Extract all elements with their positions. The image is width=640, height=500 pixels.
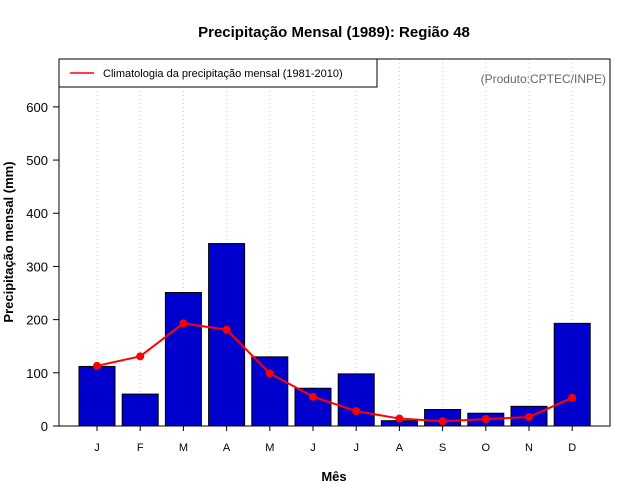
- x-tick-label: O: [482, 442, 491, 454]
- plot-frame: [58, 58, 611, 427]
- x-tick-label: M: [265, 442, 274, 454]
- climatology-point-5: [265, 369, 274, 378]
- y-tick-label: 300: [26, 259, 48, 274]
- y-axis: 0 100 200 300 400 500 600: [26, 100, 59, 434]
- x-tick-label: S: [439, 442, 446, 454]
- bar-4: [208, 243, 246, 427]
- climatology-line: [96, 322, 573, 423]
- bar-12: [553, 322, 591, 427]
- legend: Climatologia da precipitação mensal (198…: [58, 58, 378, 88]
- climatology-point-1: [93, 361, 101, 370]
- climatology-point-9: [438, 417, 447, 426]
- x-tick-label: N: [525, 442, 533, 454]
- y-tick-label: 100: [26, 366, 48, 381]
- x-tick-label: F: [137, 442, 144, 454]
- climatology-point-10: [481, 415, 490, 424]
- climatology-point-2: [136, 352, 145, 361]
- y-tick-label: 500: [26, 153, 48, 168]
- bar-3: [164, 291, 202, 427]
- source-annotation: (Produto:CPTEC/INPE): [481, 72, 606, 86]
- y-tick-label: 400: [26, 206, 48, 221]
- chart-title: Precipitação Mensal (1989): Região 48: [198, 24, 470, 41]
- bar-layer: [78, 243, 591, 427]
- y-tick-label: 0: [41, 419, 48, 434]
- x-axis-label: Mês: [321, 469, 346, 484]
- x-tick-label: J: [353, 442, 359, 454]
- x-tick-label: J: [310, 442, 316, 454]
- x-tick-label: M: [179, 442, 188, 454]
- x-tick-label: A: [223, 442, 231, 454]
- climatology-point-4: [222, 325, 231, 334]
- climatology-point-3: [179, 319, 188, 328]
- climatology-point-6: [309, 392, 317, 401]
- x-tick-label: J: [94, 442, 100, 454]
- bar-2: [121, 393, 159, 427]
- bar-1: [78, 365, 116, 427]
- y-axis-label: Precipitação mensal (mm): [1, 161, 16, 322]
- climatology-point-12: [568, 393, 577, 402]
- y-tick-label: 600: [26, 100, 48, 115]
- climatology-point-8: [395, 414, 404, 423]
- x-tick-label: D: [568, 442, 576, 454]
- bar-5: [251, 356, 289, 427]
- y-tick-label: 200: [26, 313, 48, 328]
- bar-7: [337, 373, 375, 427]
- legend-entry-climatology: Climatologia da precipitação mensal (198…: [103, 68, 343, 80]
- climatology-point-7: [352, 407, 361, 416]
- climatology-point-11: [525, 412, 533, 421]
- legend-box: [58, 58, 378, 88]
- line-layer: [93, 319, 577, 426]
- x-tick-label: A: [396, 442, 404, 454]
